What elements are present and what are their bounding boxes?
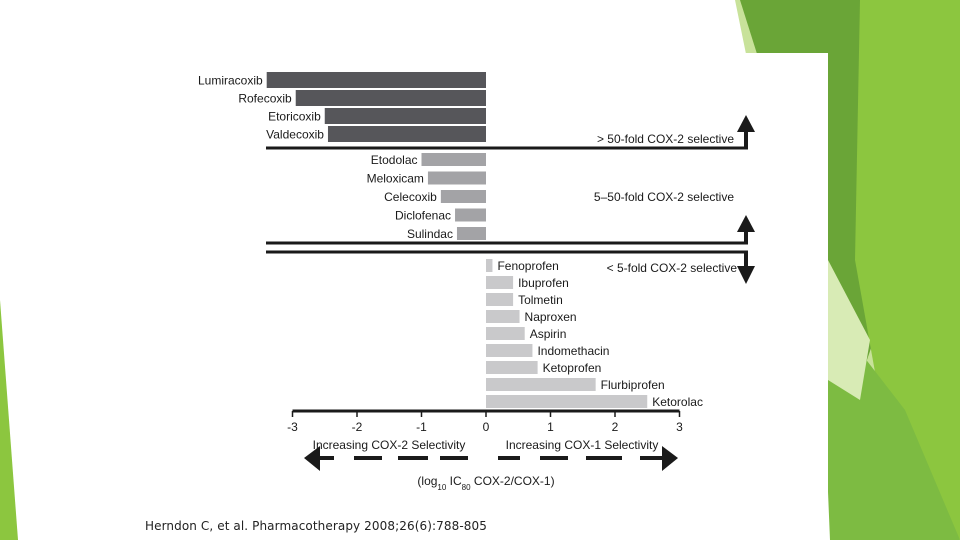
x-tick-label: 3 [676, 420, 683, 434]
bar-label-lumiracoxib: Lumiracoxib [198, 74, 263, 88]
bar-label-naproxen: Naproxen [525, 310, 577, 324]
bar-rofecoxib [295, 90, 486, 106]
bar-meloxicam [427, 171, 486, 185]
group-label-3: < 5-fold COX-2 selective [607, 261, 738, 275]
bar-celecoxib [440, 190, 486, 203]
bar-tolmetin [486, 293, 514, 306]
bar-label-sulindac: Sulindac [407, 227, 453, 241]
bar-sulindac [456, 227, 486, 240]
bar-label-diclofenac: Diclofenac [395, 209, 451, 223]
bar-label-flurbiprofen: Flurbiprofen [601, 378, 665, 392]
x-tick-label: -3 [287, 420, 298, 434]
bar-label-ketoprofen: Ketoprofen [543, 361, 602, 375]
bar-label-tolmetin: Tolmetin [518, 293, 563, 307]
arrow-down-icon [737, 253, 755, 284]
bar-ketorolac [486, 395, 648, 408]
bar-naproxen [486, 310, 520, 323]
group-label-2: 5–50-fold COX-2 selective [594, 190, 734, 204]
bar-label-meloxicam: Meloxicam [367, 172, 424, 186]
x-tick-label: -1 [416, 420, 427, 434]
bar-label-etodolac: Etodolac [371, 153, 418, 167]
bar-etodolac [421, 153, 486, 166]
bar-label-indomethacin: Indomethacin [537, 344, 609, 358]
bar-ketoprofen [486, 361, 538, 374]
bar-label-etoricoxib: Etoricoxib [268, 110, 321, 124]
x-tick-label: -2 [352, 420, 363, 434]
group-label-1: > 50-fold COX-2 selective [597, 132, 734, 146]
x-tick-label: 0 [483, 420, 490, 434]
direction-label-cox2: Increasing COX-2 Selectivity [313, 438, 466, 452]
arrow-up-icon [737, 115, 755, 147]
green-facet-pale [828, 260, 870, 400]
bar-lumiracoxib [266, 72, 486, 88]
arrow-left-dashed-icon [304, 446, 468, 471]
arrow-up-icon [737, 215, 755, 242]
x-tick-label: 2 [612, 420, 619, 434]
bar-label-ketorolac: Ketorolac [652, 395, 703, 409]
bar-label-fenoprofen: Fenoprofen [497, 259, 558, 273]
bar-flurbiprofen [486, 378, 596, 391]
bar-etoricoxib [324, 108, 486, 124]
bar-label-aspirin: Aspirin [530, 327, 567, 341]
bar-label-rofecoxib: Rofecoxib [238, 92, 292, 106]
bar-label-valdecoxib: Valdecoxib [266, 128, 324, 142]
arrow-right-dashed-icon [498, 446, 678, 471]
bar-diclofenac [455, 208, 486, 222]
direction-label-cox1: Increasing COX-1 Selectivity [506, 438, 659, 452]
bar-indomethacin [486, 344, 533, 357]
green-facet-main [855, 0, 960, 540]
bar-fenoprofen [486, 259, 493, 272]
bar-label-celecoxib: Celecoxib [384, 190, 437, 204]
citation: Herndon C, et al. Pharmacotherapy 2008;2… [145, 519, 487, 533]
green-corner-left [0, 300, 18, 540]
bar-label-ibuprofen: Ibuprofen [518, 276, 569, 290]
x-axis-label: (log10 IC80 COX-2/COX-1) [417, 474, 554, 492]
bar-valdecoxib [327, 126, 486, 142]
x-tick-label: 1 [547, 420, 554, 434]
bar-aspirin [486, 327, 525, 340]
bar-ibuprofen [486, 276, 514, 289]
